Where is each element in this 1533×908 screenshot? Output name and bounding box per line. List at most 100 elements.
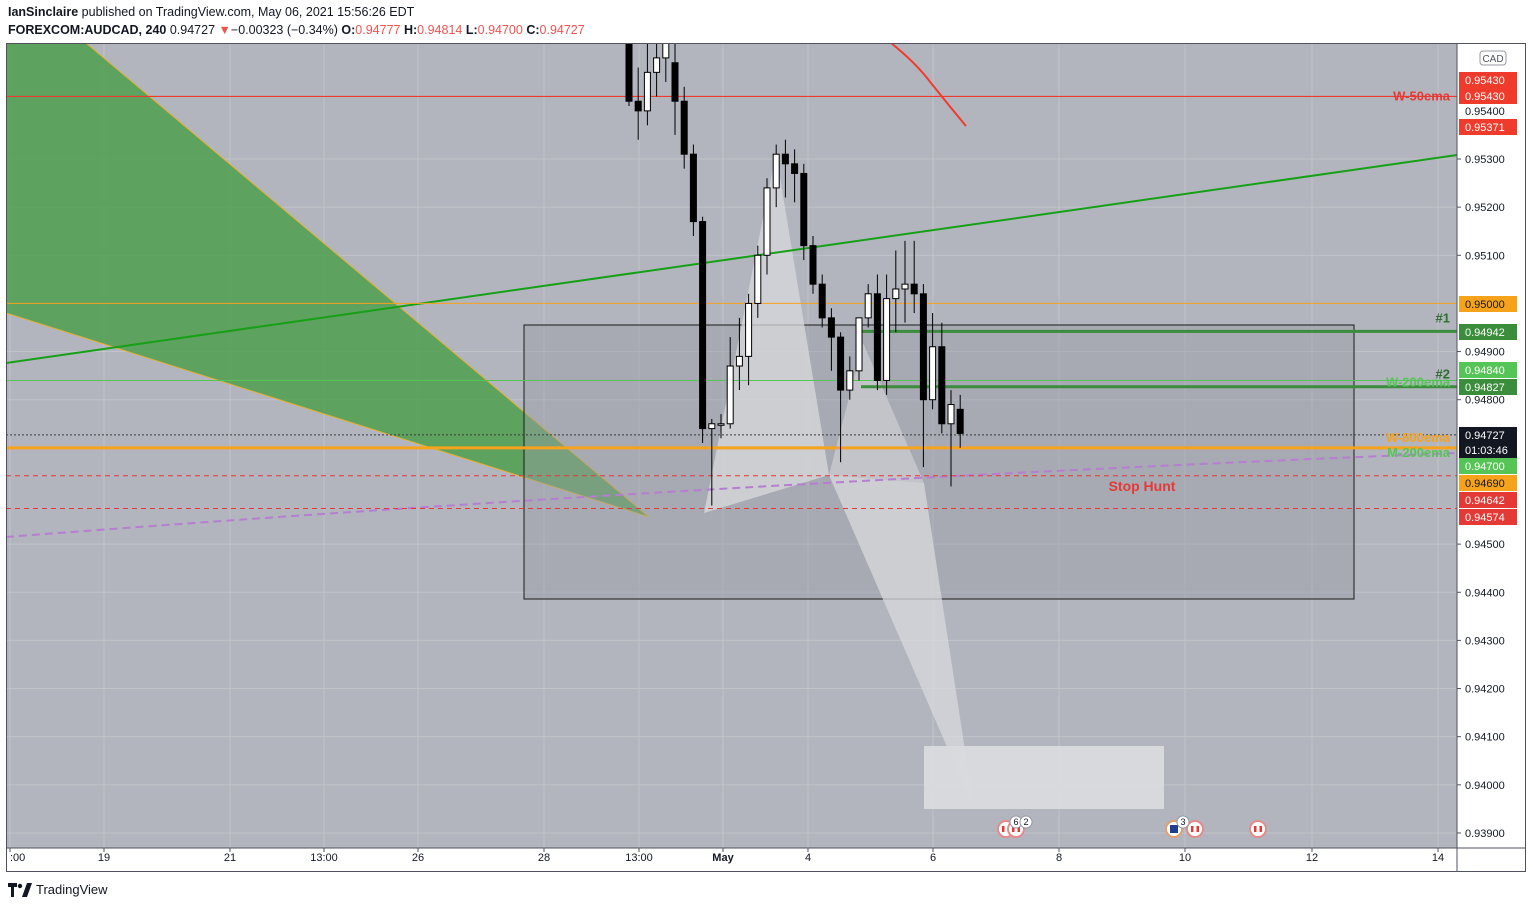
price-tag[interactable] <box>1459 88 1517 104</box>
price-tag-label: 0.94727 <box>1465 430 1505 442</box>
time-tick-label: 14 <box>1432 852 1444 864</box>
price-tick-label: 0.94500 <box>1465 539 1505 551</box>
price-tick-label: 0.94900 <box>1465 347 1505 359</box>
time-axis[interactable]: :00 19 21 13:00 26 28 13:00 May 4 6 8 10 12 14 <box>9 848 1444 864</box>
price-tag-label: 0.95430 <box>1465 91 1505 103</box>
price-tag[interactable] <box>1459 458 1517 474</box>
event-count-label: 2 <box>1023 817 1028 827</box>
price-tag[interactable] <box>1459 379 1517 395</box>
time-tick-label: 4 <box>805 852 811 864</box>
candle-up[interactable] <box>883 298 891 381</box>
candle-down[interactable] <box>800 172 808 247</box>
level-1-annotation: #1 <box>1436 310 1450 325</box>
candle-down[interactable] <box>699 221 707 430</box>
candle-up[interactable] <box>864 293 872 319</box>
price-tag[interactable] <box>1459 475 1517 491</box>
candle-up[interactable] <box>717 423 725 426</box>
purple-dashed-line[interactable] <box>6 452 1458 538</box>
candle-down[interactable] <box>873 293 881 381</box>
price-tag[interactable] <box>1459 442 1517 458</box>
low-label: L: <box>465 23 478 37</box>
red-ema-curve[interactable] <box>890 43 967 127</box>
price-tag-label: 0.94840 <box>1465 365 1505 377</box>
price-tag-label: 0.95430 <box>1465 75 1505 87</box>
price-tag[interactable] <box>1459 324 1517 340</box>
time-tick-label: 8 <box>1056 852 1062 864</box>
candle-down[interactable] <box>671 62 679 102</box>
time-axis-background[interactable] <box>6 848 1457 872</box>
candle-down[interactable] <box>791 163 799 174</box>
candles-layer[interactable] <box>625 43 964 506</box>
price-tag[interactable] <box>1459 72 1517 88</box>
price-change: −0.00323 (−0.34%) <box>230 23 338 37</box>
candle-up[interactable] <box>735 355 743 367</box>
price-tag[interactable] <box>1459 296 1517 312</box>
tradingview-logo-icon[interactable] <box>8 882 32 897</box>
pattern-triangle-3[interactable] <box>829 475 974 809</box>
currency-badge[interactable] <box>1479 50 1507 66</box>
symbol-label[interactable]: FOREXCOM:AUDCAD, 240 <box>8 23 167 37</box>
canada-flag-icon-center <box>1256 826 1260 832</box>
candle-down[interactable] <box>956 408 964 434</box>
green-wedge-shape[interactable] <box>6 43 650 518</box>
candle-down[interactable] <box>689 153 697 223</box>
candle-down[interactable] <box>781 153 789 165</box>
canada-flag-icon-center <box>1193 826 1197 832</box>
chart-frame-border <box>6 43 1526 872</box>
candle-down[interactable] <box>910 283 918 295</box>
candle-down[interactable] <box>818 283 826 319</box>
green-trend-line[interactable] <box>6 154 1458 364</box>
candle-up[interactable] <box>754 254 762 304</box>
m200ema-annotation: M-200ema <box>1387 445 1451 460</box>
close-label: C: <box>526 23 540 37</box>
currency-badge-label: CAD <box>1482 54 1503 65</box>
candle-up[interactable] <box>662 43 670 59</box>
candle-up[interactable] <box>745 302 753 357</box>
price-tag-label: 0.94574 <box>1465 512 1505 524</box>
candle-down[interactable] <box>680 100 688 155</box>
candle-up[interactable] <box>726 365 734 425</box>
candle-up[interactable] <box>653 57 661 73</box>
pattern-triangle-1[interactable] <box>704 153 829 513</box>
candle-up[interactable] <box>947 404 955 425</box>
candle-up[interactable] <box>855 317 863 372</box>
candle-down[interactable] <box>919 293 927 401</box>
price-tag-label: 0.94690 <box>1465 478 1505 490</box>
candle-down[interactable] <box>938 346 946 425</box>
price-tag[interactable] <box>1459 119 1517 135</box>
candle-up[interactable] <box>892 288 900 300</box>
candle-up[interactable] <box>846 370 854 391</box>
price-tag-label: 0.94827 <box>1465 382 1505 394</box>
price-tick-label: 0.94100 <box>1465 732 1505 744</box>
price-tick-label: 0.94300 <box>1465 635 1505 647</box>
candle-down[interactable] <box>809 245 817 285</box>
tradingview-brand[interactable]: TradingView <box>36 882 108 897</box>
candle-down[interactable] <box>625 43 633 102</box>
price-tag[interactable] <box>1459 509 1517 525</box>
price-tag-label: 0.94700 <box>1465 461 1505 473</box>
candle-down[interactable] <box>837 336 845 391</box>
high-label: H: <box>403 23 418 37</box>
last-price: 0.94727 <box>169 23 216 37</box>
candle-up[interactable] <box>929 346 937 401</box>
event-count-badge[interactable] <box>1176 815 1190 829</box>
price-tag[interactable] <box>1459 427 1517 443</box>
candle-up[interactable] <box>901 283 909 290</box>
event-count-badge[interactable] <box>1019 815 1033 829</box>
canada-flag-icon-center <box>1014 826 1018 832</box>
candle-up[interactable] <box>772 153 780 189</box>
price-tag-label: 01:03:46 <box>1465 445 1508 457</box>
price-tag[interactable] <box>1459 362 1517 378</box>
candle-up[interactable] <box>643 71 651 112</box>
price-axis[interactable]: 0.95300 0.95200 0.95100 0.94900 0.94800 0.945… <box>1457 50 1517 840</box>
author-name[interactable]: IanSinclaire <box>8 5 79 19</box>
candle-down[interactable] <box>827 317 835 338</box>
candle-down[interactable] <box>634 100 642 112</box>
candle-up[interactable] <box>708 423 716 430</box>
candle-up[interactable] <box>763 187 771 256</box>
price-tag[interactable] <box>1459 492 1517 508</box>
time-tick-label: 28 <box>538 852 550 864</box>
canada-flag-icon-center <box>1004 826 1008 832</box>
